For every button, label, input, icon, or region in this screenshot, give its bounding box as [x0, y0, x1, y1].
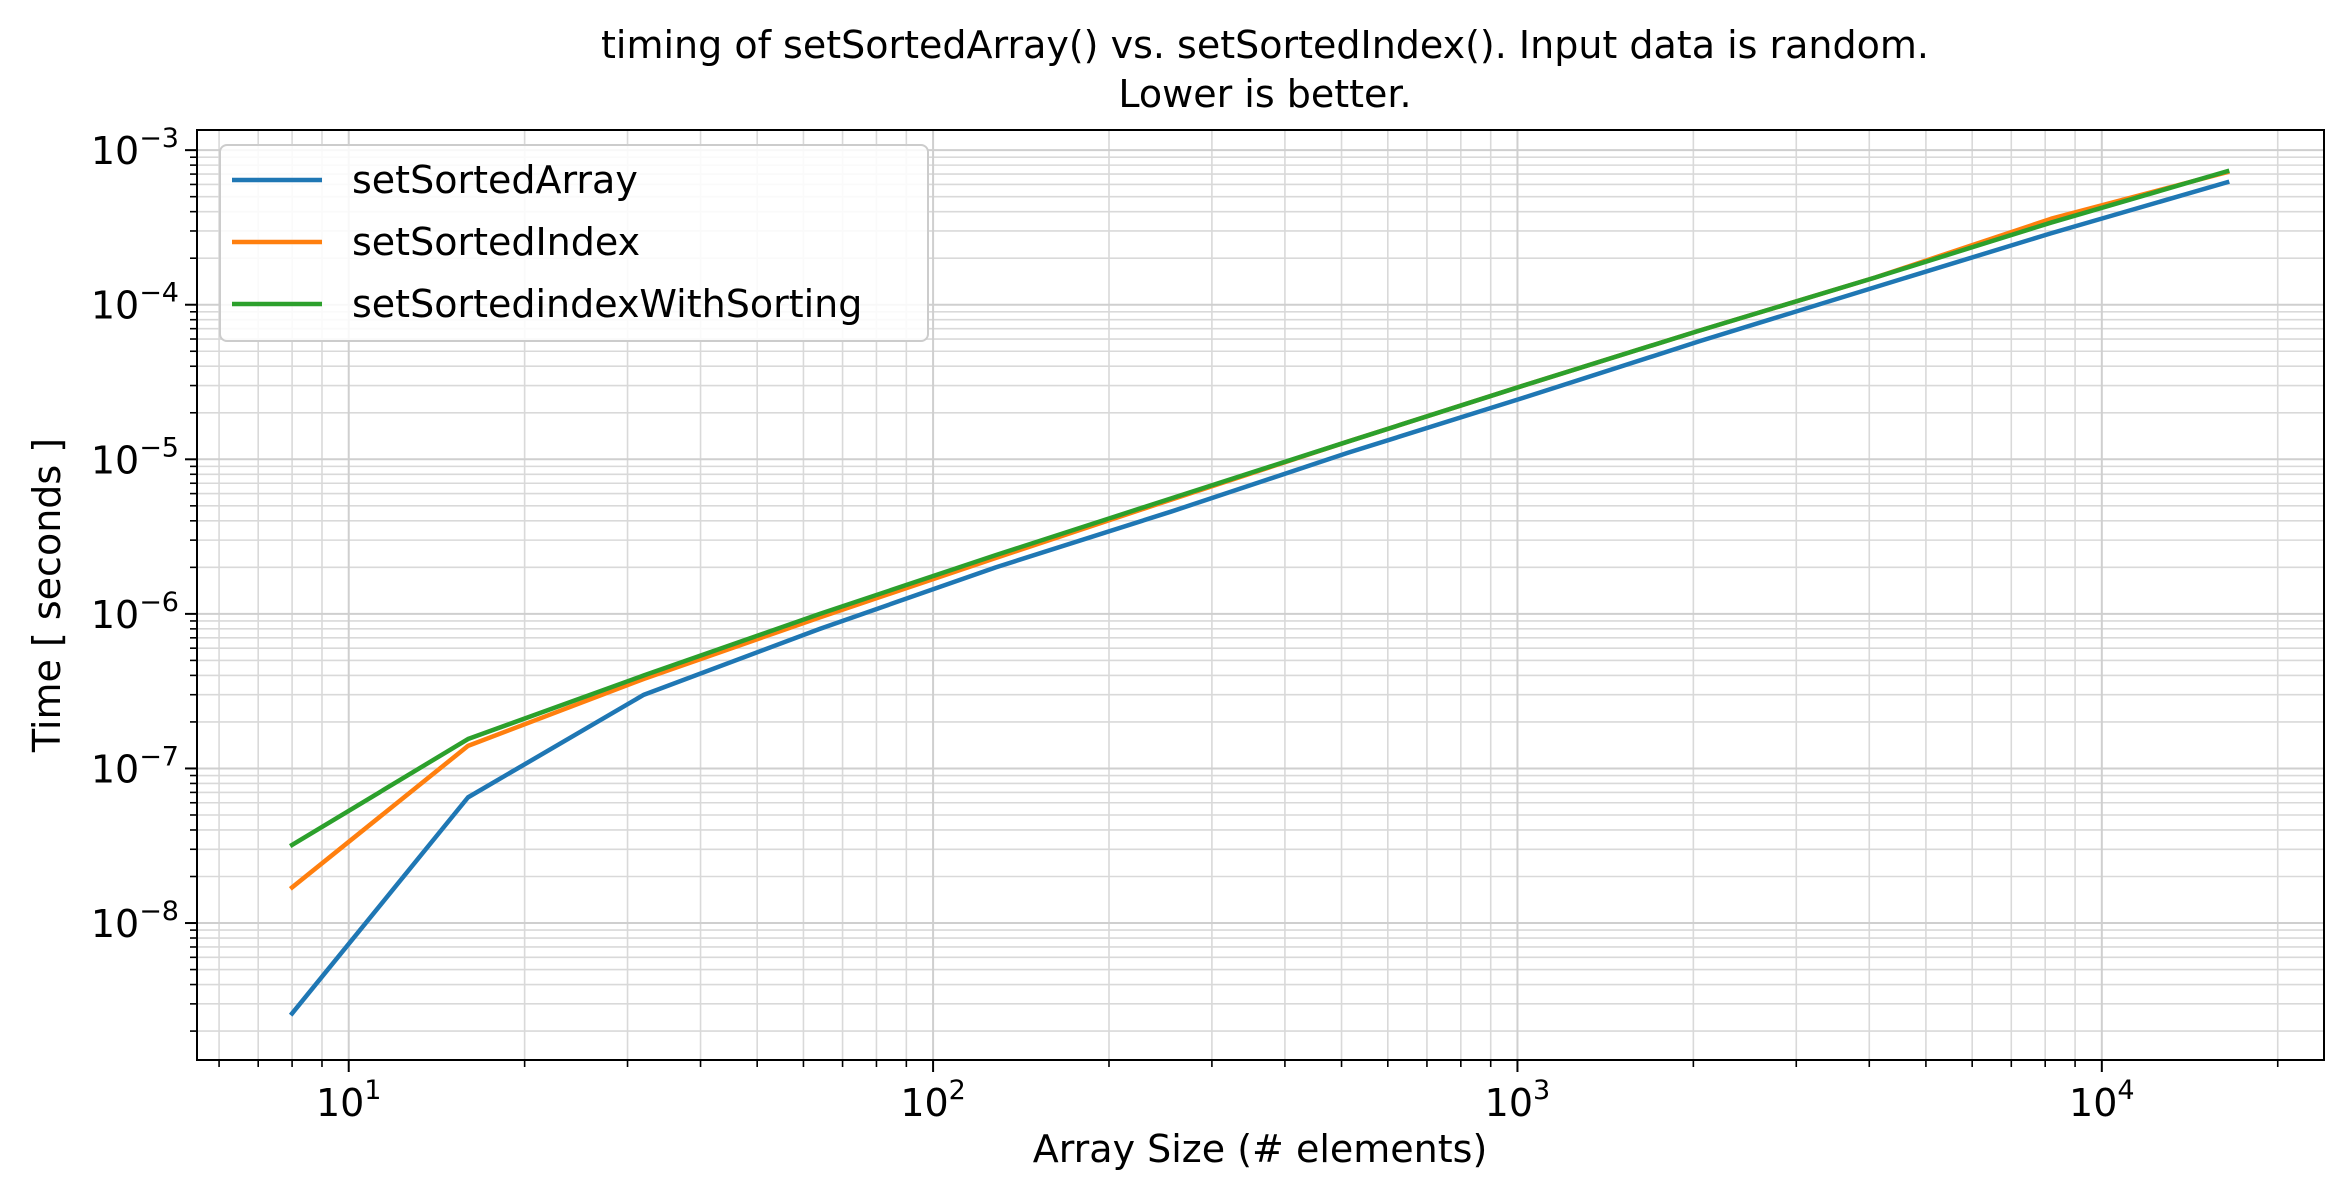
- x-tick-label: 103: [1485, 1075, 1551, 1125]
- x-tick-label-exponent: 4: [2117, 1075, 2134, 1106]
- y-tick-label: 10−7: [91, 741, 179, 791]
- x-tick-label-exponent: 2: [949, 1075, 966, 1106]
- plot-frame: [196, 129, 2325, 1061]
- y-tick-label-base: 10: [91, 129, 139, 173]
- legend-label: setSortedArray: [352, 158, 638, 202]
- series-line-setSortedArray: [288, 179, 2230, 1017]
- y-tick-label: 10−8: [91, 896, 179, 946]
- x-tick-label-base: 10: [316, 1081, 364, 1125]
- y-axis-label: Time [ seconds ]: [25, 438, 69, 753]
- legend-label: setSortedindexWithSorting: [352, 282, 862, 326]
- y-tick-label-exponent: −8: [139, 896, 179, 927]
- major-gridlines: [197, 130, 2324, 1060]
- x-tick-label: 104: [2069, 1075, 2135, 1125]
- series-line-setSortedindexWithSorting: [289, 168, 2230, 849]
- x-axis-label: Array Size (# elements): [1033, 1127, 1488, 1171]
- y-tick-label: 10−5: [91, 432, 179, 482]
- legend-label: setSortedIndex: [352, 220, 640, 264]
- x-tick-label-base: 10: [1485, 1081, 1533, 1125]
- chart-title-line-2: Lower is better.: [1118, 72, 1411, 116]
- x-tick-label-exponent: 3: [1533, 1075, 1550, 1106]
- y-tick-label-exponent: −3: [139, 123, 179, 154]
- legend: setSortedArray setSortedIndex setSortedind…: [219, 144, 929, 342]
- y-tick-label-exponent: −6: [139, 587, 179, 618]
- y-tick-label-exponent: −5: [139, 432, 179, 463]
- y-tick-label: 10−4: [91, 278, 179, 328]
- y-tick-label: 10−3: [91, 123, 179, 173]
- legend-box: [219, 144, 929, 342]
- x-tick-label-exponent: 1: [364, 1075, 381, 1106]
- y-tick-label-base: 10: [91, 438, 139, 482]
- x-tick-label-base: 10: [900, 1081, 948, 1125]
- x-tick-label: 102: [900, 1075, 966, 1125]
- series-layer: [288, 168, 2230, 1017]
- y-tick-label-base: 10: [91, 284, 139, 328]
- y-tick-label-exponent: −7: [139, 741, 179, 772]
- x-tick-label: 101: [316, 1075, 382, 1125]
- y-tick-label-exponent: −4: [139, 278, 179, 309]
- y-tick-label: 10−6: [91, 587, 179, 637]
- chart-title: timing of setSortedArray() vs. setSorted…: [601, 23, 1929, 116]
- y-tick-label-base: 10: [91, 747, 139, 791]
- x-tick-label-base: 10: [2069, 1081, 2117, 1125]
- y-tick-label-base: 10: [91, 593, 139, 637]
- chart-title-line-1: timing of setSortedArray() vs. setSorted…: [601, 23, 1929, 67]
- y-tick-label-base: 10: [91, 902, 139, 946]
